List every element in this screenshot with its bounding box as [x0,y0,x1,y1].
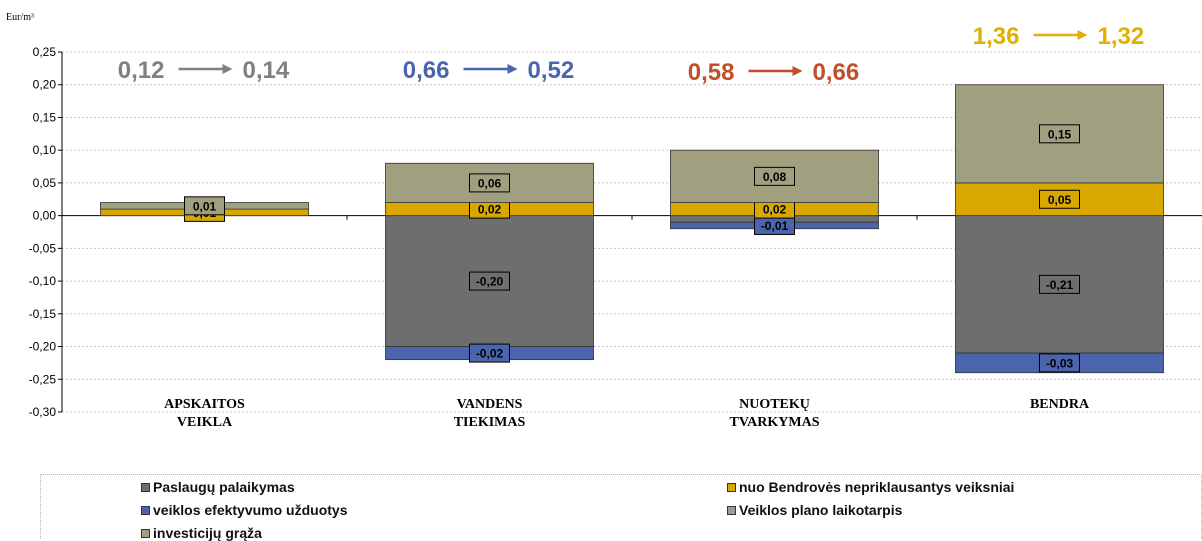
data-label: 0,02 [478,203,502,217]
price-before: 0,66 [403,57,450,84]
y-tick-label: -0,30 [29,405,57,419]
legend-swatch [727,505,736,515]
price-arrow-head [222,64,233,74]
legend-item-paslaugu-palaikymas: Paslaugų palaikymas [141,479,295,495]
data-label-box [184,196,225,216]
y-tick-label: 0,20 [33,78,57,92]
price-after: 0,66 [813,59,860,86]
price-arrow-head [792,66,803,76]
y-tick-label: -0,05 [29,241,57,255]
legend: Paslaugų palaikymas nuo Bendrovės neprik… [40,474,1202,541]
data-label: 0,02 [763,203,787,217]
x-category-label-line2: TIEKIMAS [454,415,526,430]
stacked-bar-chart: Eur/m³ 0,25 0,20 0,15 0,10 0,05 0,00 -0,05 -0,10… [6,12,1202,430]
data-label-box [469,343,510,363]
x-category-label-line2: VEIKLA [177,415,233,430]
data-label-box [1039,124,1080,144]
data-label: -0,21 [1046,278,1074,292]
y-tick-label: -0,15 [29,307,57,321]
data-label: 0,08 [763,170,787,184]
legend-swatch [141,482,150,492]
x-category-label-line1: NUOTEKŲ [739,397,810,412]
price-arrow-head [1077,30,1088,40]
legend-item-efektyvumo-uzduotys: veiklos efektyvumo užduotys [141,502,348,518]
data-label: 0,15 [1048,127,1072,141]
y-unit-label: Eur/m³ [6,12,34,23]
data-label: -0,20 [476,275,504,289]
data-label: 0,05 [1048,193,1072,207]
data-label-box [1039,189,1080,209]
legend-label: investicijų grąža [153,525,262,541]
y-tick-label: 0,25 [33,45,57,59]
legend-swatch [141,505,150,515]
legend-item-plano-laikotarpis: Veiklos plano laikotarpis [727,502,902,518]
legend-item-nepriklausantys-veiksniai: nuo Bendrovės nepriklausantys veiksniai [727,479,1014,495]
legend-label: Veiklos plano laikotarpis [739,502,903,518]
data-label-box [1039,353,1080,373]
x-category-label-line1: VANDENS [457,397,523,412]
y-tick-label: 0,15 [33,110,57,124]
data-label: 0,01 [193,199,217,213]
data-label-box [469,271,510,291]
price-before: 0,58 [688,59,735,86]
data-label: -0,01 [761,219,789,233]
y-tick-label: -0,10 [29,274,57,288]
y-tick-label: -0,20 [29,340,57,354]
price-arrow-head [507,64,518,74]
data-label-box [754,166,795,186]
x-category-label-line1: APSKAITOS [164,397,245,412]
x-category-label-line2: TVARKYMAS [730,415,820,430]
price-before: 1,36 [973,23,1020,50]
price-after: 0,14 [243,57,290,84]
data-label: 0,06 [478,176,502,190]
y-tick-label: -0,25 [29,372,57,386]
data-label-box [469,173,510,193]
legend-item-investiciju-graza: investicijų grąža [141,525,262,541]
legend-label: veiklos efektyvumo užduotys [153,502,348,518]
legend-swatch [141,528,150,538]
y-tick-label: 0,00 [33,209,57,223]
y-tick-label: 0,10 [33,143,57,157]
price-after: 0,52 [528,57,575,84]
y-tick-label: 0,05 [33,176,57,190]
data-label-box [1039,274,1080,294]
legend-label: nuo Bendrovės nepriklausantys veiksniai [739,479,1015,495]
data-label: -0,02 [476,347,504,361]
x-category-label-line1: BENDRA [1030,397,1090,412]
price-before: 0,12 [118,57,165,84]
price-after: 1,32 [1098,23,1145,50]
legend-swatch [727,482,736,492]
data-label: -0,03 [1046,356,1074,370]
legend-label: Paslaugų palaikymas [153,479,295,495]
